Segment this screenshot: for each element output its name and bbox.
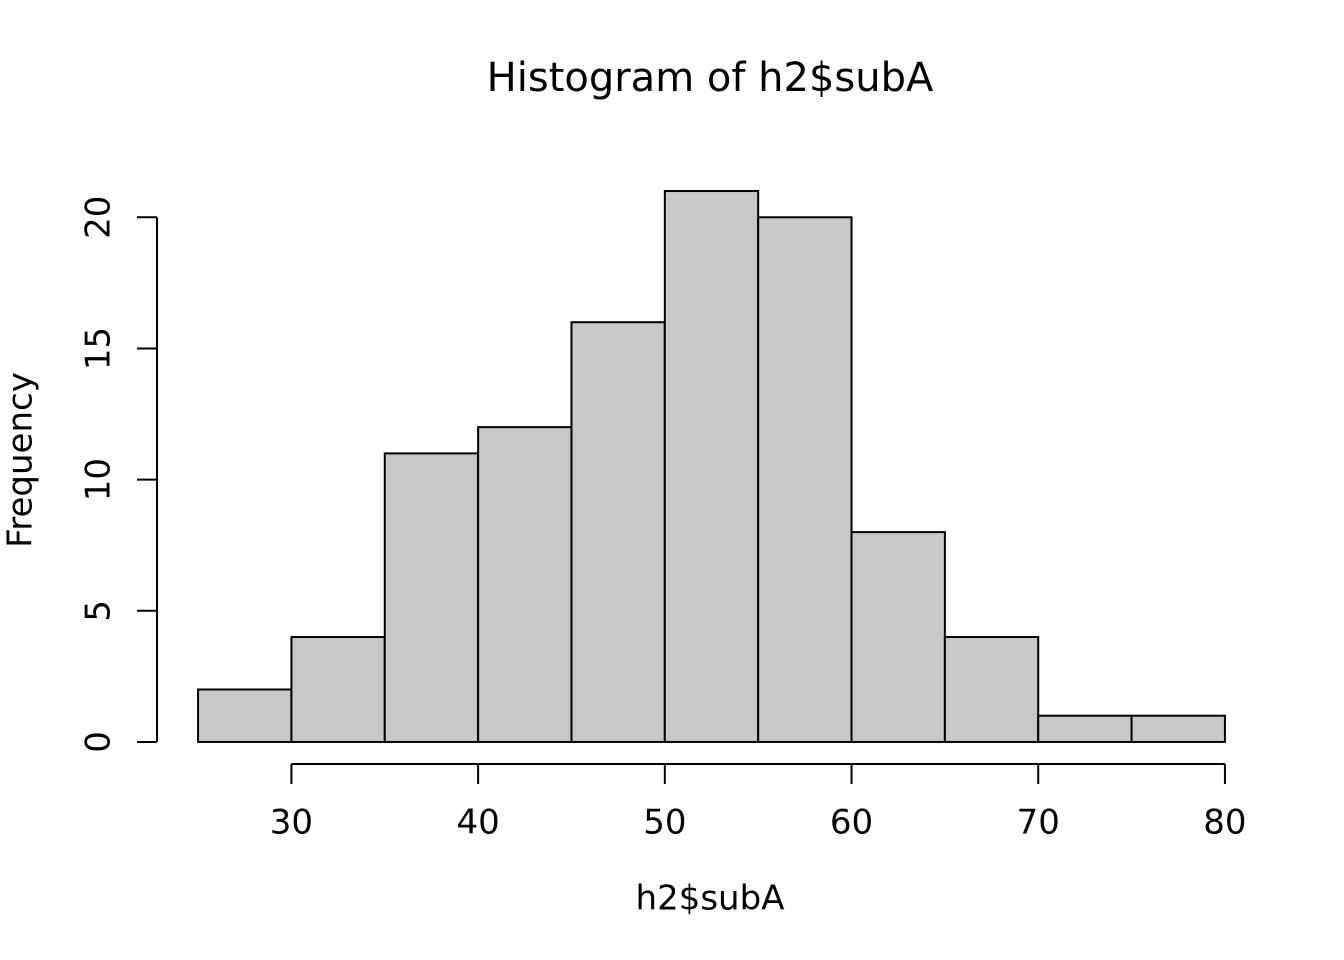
bar [663,190,760,743]
bar [943,636,1040,743]
x-tick-label: 50 [643,803,686,843]
x-axis-label: h2$subA [636,879,785,919]
y-tick-label: 5 [79,600,119,622]
bar [757,216,853,743]
y-tick-label: 0 [79,731,119,753]
chart-title: Histogram of h2$subA [487,55,934,101]
y-tick-label: 10 [79,458,119,501]
x-tick-label: 30 [270,803,313,843]
bar [570,321,666,743]
y-tick-label: 20 [79,196,119,239]
bar [383,452,480,743]
x-tick-label: 80 [1203,803,1246,843]
bar [197,688,293,743]
x-tick-label: 60 [830,803,873,843]
x-tick-label: 70 [1017,803,1060,843]
bar [1037,714,1133,743]
x-tick-label: 40 [456,803,499,843]
y-axis-label: Frequency [1,372,41,548]
bar [850,531,946,743]
bar [290,636,386,743]
y-tick-label: 15 [79,327,119,370]
bar [1130,714,1226,743]
bar [477,426,573,743]
